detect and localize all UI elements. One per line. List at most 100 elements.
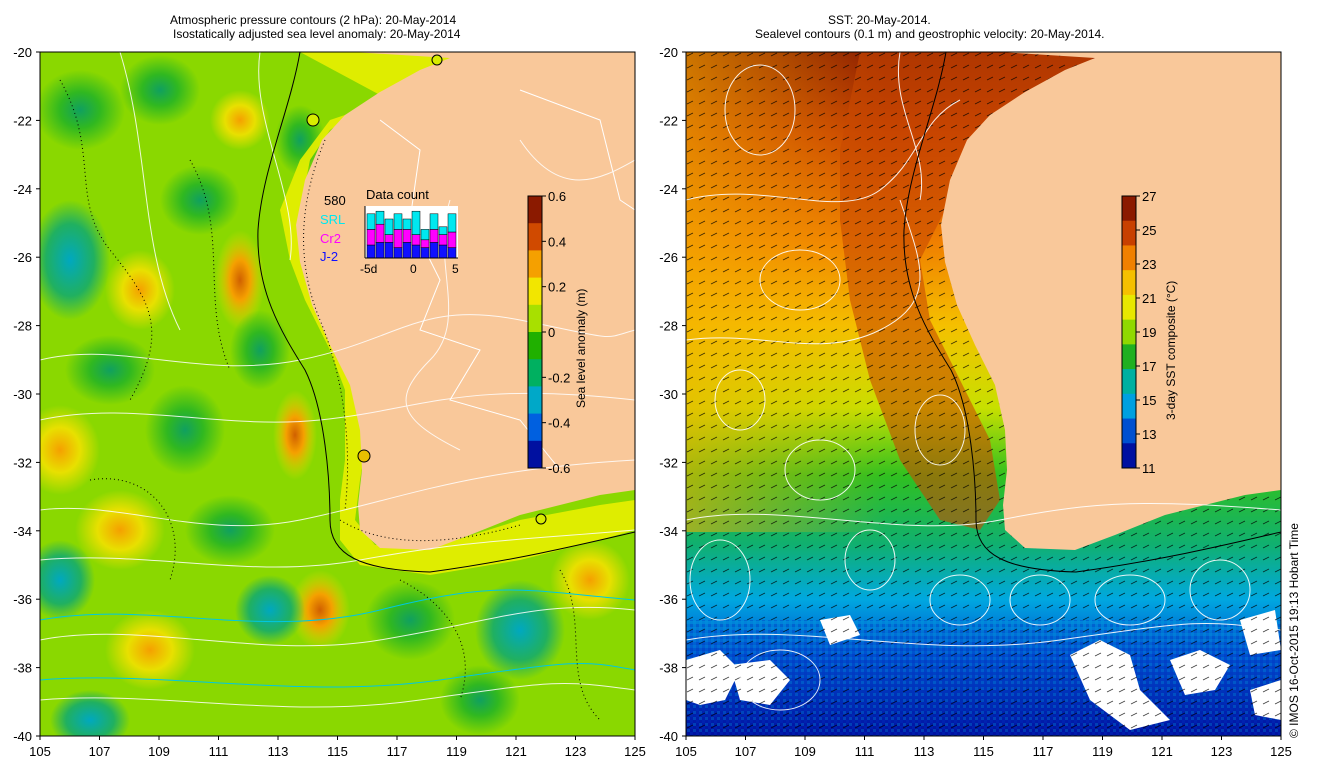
y-tick-label: -20: [13, 45, 32, 60]
bar-srl: [420, 229, 430, 241]
x-tick-label: 121: [505, 744, 527, 759]
y-tick-label: -24: [659, 182, 678, 197]
colorbar-tick-label: -0.6: [548, 461, 570, 476]
sla-colorbar-label: Sea level anomaly (m): [574, 288, 588, 408]
colorbar-tick-label: 13: [1142, 427, 1156, 442]
y-tick-label: -20: [659, 45, 678, 60]
colorbar-tick-label: 19: [1142, 325, 1156, 340]
colorbar-swatch: [1122, 443, 1136, 469]
x-tick-label: 117: [1033, 744, 1054, 759]
bar-srl: [402, 218, 412, 230]
bar-cr2: [411, 234, 421, 246]
right-title-line2: Sealevel contours (0.1 m) and geostrophi…: [755, 27, 1105, 41]
pressure-contours-cyan: [40, 589, 635, 688]
colorbar-tick-label: -0.2: [548, 370, 570, 385]
sst-colorbar-label: 3-day SST composite (°C): [1164, 280, 1178, 420]
tide-gauge-marker: [306, 113, 320, 127]
mission-srl-label: SRL: [320, 212, 345, 227]
y-tick-label: -32: [13, 455, 32, 470]
colorbar-tick-label: 27: [1142, 189, 1156, 204]
bar-j2: [411, 244, 421, 259]
bar-j2: [438, 244, 448, 259]
x-tick-label: 117: [387, 744, 408, 759]
bar-srl: [447, 213, 457, 233]
x-tick-label: 111: [855, 744, 875, 759]
sst-colorbar: 27 25 23 21 19 17 15 13 11: [1121, 189, 1156, 476]
colorbar-swatch: [528, 359, 542, 387]
left-title-line2: Isostatically adjusted sea level anomaly…: [173, 27, 461, 41]
y-tick-label: -22: [13, 113, 32, 128]
bar-srl: [438, 226, 448, 235]
right-y-axis: -20 -22 -24 -26 -28 -30 -32 -34 -36 -38 -40: [659, 45, 686, 744]
colorbar-swatch: [528, 223, 542, 251]
y-tick-label: -28: [13, 319, 32, 334]
bar-cr2: [393, 229, 403, 248]
colorbar-tick-label: 0.2: [548, 280, 566, 295]
colorbar-swatch: [1122, 418, 1136, 444]
credit-text: © IMOS 16-Oct-2015 19:13 Hobart Time: [1287, 523, 1301, 738]
y-tick-label: -36: [13, 592, 32, 607]
x-tick-label: 125: [624, 744, 646, 759]
x-tick-label: 107: [735, 744, 757, 759]
colorbar-swatch: [1122, 245, 1136, 271]
bar-cr2: [402, 229, 412, 243]
colorbar-swatch: [1122, 196, 1136, 222]
mission-j2-label: J-2: [320, 249, 338, 264]
x-tick-label: 123: [1211, 744, 1233, 759]
bar-srl: [429, 213, 439, 230]
right-x-axis: 105 107 109 111 113 115 117 119 121 123 125: [675, 736, 1292, 759]
x-tick-label: 111: [209, 744, 229, 759]
x-tick-label: 115: [973, 744, 994, 759]
left-map: [40, 52, 635, 736]
y-tick-label: -30: [13, 387, 32, 402]
colorbar-swatch: [1122, 294, 1136, 321]
colorbar-swatch: [528, 250, 542, 279]
data-count-xtick: 5: [452, 262, 459, 276]
sla-anomaly-field: [40, 55, 630, 736]
sla-colorbar: 0.6 0.4 0.2 0 -0.2 -0.4 -0.6: [527, 189, 570, 476]
colorbar-tick-label: 0.4: [548, 234, 566, 249]
y-tick-label: -38: [13, 661, 32, 676]
bar-srl: [384, 218, 394, 235]
colorbar-tick-label: 15: [1142, 393, 1156, 408]
colorbar-swatch: [1122, 369, 1136, 395]
y-tick-label: -40: [13, 729, 32, 744]
x-tick-label: 113: [268, 744, 289, 759]
colorbar-tick-label: 21: [1142, 291, 1156, 306]
data-count-xtick: 0: [410, 262, 417, 276]
x-tick-label: 113: [914, 744, 935, 759]
colorbar-swatch: [528, 277, 542, 306]
y-tick-label: -30: [659, 387, 678, 402]
bar-j2: [393, 247, 403, 259]
x-tick-label: 109: [794, 744, 816, 759]
bar-srl: [393, 213, 403, 230]
y-tick-label: -28: [659, 319, 678, 334]
colorbar-tick-label: 25: [1142, 223, 1156, 238]
x-tick-label: 115: [327, 744, 348, 759]
pressure-contours: [40, 52, 635, 708]
colorbar-tick-label: 11: [1142, 461, 1156, 476]
y-tick-label: -22: [659, 113, 678, 128]
right-land-australia: [941, 52, 1281, 550]
x-tick-label: 123: [565, 744, 587, 759]
y-tick-label: -38: [659, 661, 678, 676]
bar-cr2: [429, 229, 439, 243]
y-tick-label: -24: [13, 182, 32, 197]
left-y-axis: -20 -22 -24 -26 -28 -30 -32 -34 -36 -38 -40: [13, 45, 40, 744]
x-tick-label: 121: [1151, 744, 1173, 759]
y-tick-label: -26: [13, 250, 32, 265]
bar-cr2: [438, 234, 448, 246]
left-title-line1: Atmospheric pressure contours (2 hPa): 2…: [170, 13, 457, 27]
colorbar-tick-label: 23: [1142, 257, 1156, 272]
y-tick-label: -34: [659, 524, 678, 539]
bar-cr2: [366, 229, 376, 246]
right-map: [686, 52, 1281, 736]
sla-zero-contours: [59, 79, 601, 721]
tide-gauge-marker: [431, 54, 443, 66]
data-count-xtick: -5d: [360, 262, 377, 276]
x-tick-label: 107: [89, 744, 111, 759]
colorbar-tick-label: 0: [548, 325, 555, 340]
data-count-total: 580: [324, 193, 346, 208]
sealevel-contours: [686, 52, 1281, 711]
